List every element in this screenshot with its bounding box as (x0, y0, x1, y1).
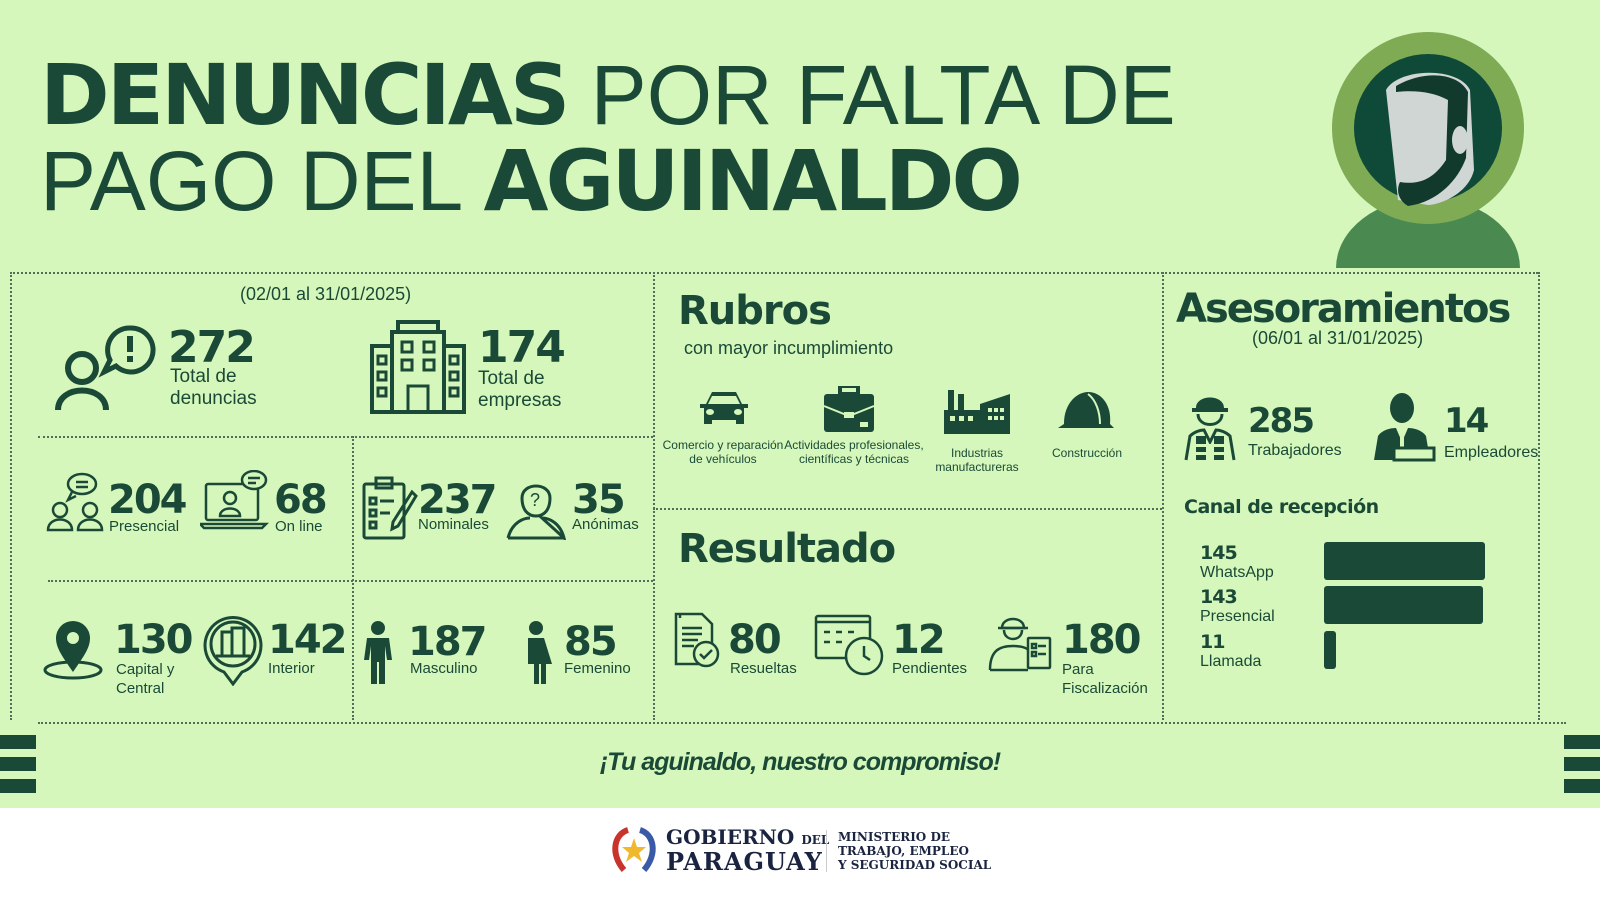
nominales-label: Nominales (418, 516, 489, 533)
title-bold-1: DENUNCIAS (40, 46, 570, 144)
online-label: On line (275, 518, 323, 535)
anonimas-label: Anónimas (572, 516, 639, 533)
presencial-canal-value: 143 (1200, 586, 1238, 608)
employer-icon (1374, 392, 1438, 467)
ministerio-text: MINISTERIO DE TRABAJO, EMPLEO Y SEGURIDA… (838, 830, 992, 872)
capital-value: 130 (114, 617, 193, 663)
footer (0, 808, 1600, 900)
rubros-subtitle: con mayor incumplimiento (684, 338, 894, 358)
worker-icon (1182, 390, 1238, 467)
title-light-2: PAGO DEL (40, 134, 484, 228)
page-title: DENUNCIAS POR FALTA DE PAGO DEL AGUINALD… (40, 52, 1176, 224)
paraguay-seal-icon (608, 826, 660, 879)
whatsapp-label: WhatsApp (1200, 564, 1274, 581)
footer-divider (826, 830, 827, 872)
bearded-man-icon (1332, 32, 1524, 268)
presencial-bar (1324, 586, 1483, 624)
grid-right-border (1538, 272, 1540, 720)
grid-row-divider-mid (653, 508, 1162, 510)
svg-text:?: ? (530, 490, 540, 510)
rubro-label-construccion: Construcción (1051, 446, 1123, 460)
resueltas-value: 80 (728, 617, 782, 663)
title-bold-2: AGUINALDO (483, 132, 1022, 230)
femenino-value: 85 (564, 619, 618, 665)
nominales-value: 237 (418, 477, 497, 523)
asesoramientos-title: Asesoramientos (1176, 286, 1511, 332)
avatar-illustration (1328, 30, 1528, 270)
total-empresas-value: 174 (478, 322, 566, 373)
whatsapp-bar (1324, 542, 1485, 580)
asesoramientos-date-range: (06/01 al 31/01/2025) (1252, 328, 1424, 348)
grid-divider-1 (653, 272, 655, 720)
left-decorative-bars (0, 735, 36, 801)
masculino-label: Masculino (410, 660, 478, 677)
interior-label: Interior (268, 660, 315, 677)
car-icon (696, 390, 752, 435)
building-icon (370, 320, 466, 419)
empleadores-value: 14 (1444, 401, 1489, 441)
factory-icon (942, 388, 1012, 441)
rubro-label-industrias: Industrias manufactureras (935, 446, 1019, 475)
llamada-value: 11 (1200, 631, 1225, 653)
total-denuncias-value: 272 (168, 322, 256, 373)
pendientes-label: Pendientes (892, 660, 968, 677)
capital-label: Capital y Central (116, 661, 175, 697)
llamada-label: Llamada (1200, 653, 1262, 670)
grid-bottom-border (38, 722, 1566, 724)
masculino-value: 187 (408, 619, 487, 665)
interior-value: 142 (268, 617, 347, 663)
briefcase-icon (822, 384, 876, 439)
rubros-title: Rubros (678, 288, 832, 334)
grid-divider-2 (1162, 272, 1164, 720)
male-icon (362, 620, 394, 691)
people-chat-icon (46, 472, 106, 537)
resultado-title: Resultado (678, 526, 896, 572)
grid-top-border (10, 272, 1538, 274)
document-check-icon (670, 612, 722, 675)
femenino-label: Femenino (564, 660, 631, 677)
online-value: 68 (274, 477, 328, 523)
llamada-bar (1324, 631, 1336, 669)
presencial-value: 204 (108, 477, 187, 523)
female-icon (520, 620, 552, 691)
trabajadores-label: Trabajadores (1248, 442, 1342, 459)
calendar-clock-icon (814, 612, 886, 681)
fiscalizacion-value: 180 (1062, 617, 1141, 663)
rubro-label-actividades: Actividades profesionales, científicas y… (784, 438, 924, 467)
grid-col-divider-left (352, 436, 354, 720)
city-pin-icon (202, 614, 264, 691)
denuncias-date-range: (02/01 al 31/01/2025) (240, 284, 412, 304)
person-alert-icon (52, 322, 162, 417)
resueltas-label: Resueltas (730, 660, 797, 677)
presencial-canal-label: Presencial (1200, 608, 1275, 625)
anonimas-value: 35 (572, 477, 626, 523)
trabajadores-value: 285 (1248, 401, 1315, 441)
fiscalizacion-label: Para Fiscalización (1062, 661, 1148, 697)
total-empresas-label: Total de empresas (478, 368, 562, 411)
rubro-label-comercio: Comercio y reparación de vehículos (662, 438, 784, 467)
anonymous-person-icon: ? (504, 476, 568, 545)
laptop-chat-icon (196, 469, 270, 535)
empleadores-label: Empleadores (1444, 444, 1539, 461)
map-pin-icon (42, 620, 104, 685)
inspector-icon (988, 610, 1054, 677)
pendientes-value: 12 (892, 617, 946, 663)
whatsapp-value: 145 (1200, 542, 1238, 564)
hard-hat-icon (1058, 390, 1114, 439)
gobierno-logo-text: GOBIERNO DEL PARAGUAY (666, 825, 830, 876)
grid-row-divider-2 (48, 580, 653, 582)
presencial-label: Presencial (109, 518, 180, 535)
clipboard-pen-icon (362, 476, 418, 545)
total-denuncias-label: Total de denuncias (170, 366, 257, 409)
slogan: ¡Tu aguinaldo, nuestro compromiso! (599, 748, 1001, 776)
grid-row-divider-1 (38, 436, 653, 438)
canal-title: Canal de recepción (1184, 496, 1379, 518)
right-decorative-bars (1564, 735, 1600, 801)
title-light-1: POR FALTA DE (567, 48, 1176, 142)
grid-left-border (10, 272, 12, 720)
